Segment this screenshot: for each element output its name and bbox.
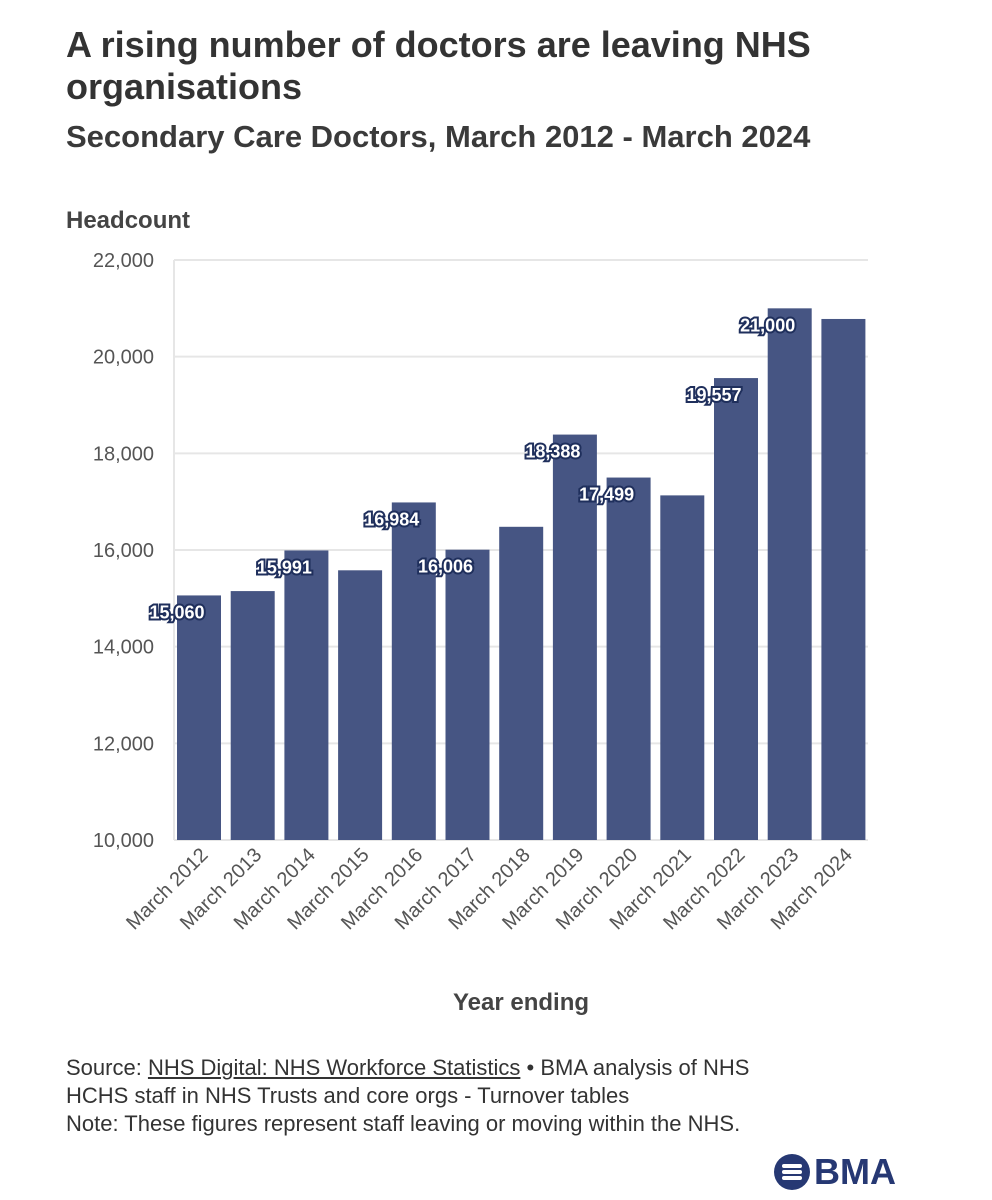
- bar: [391, 502, 436, 840]
- chart-subtitle: Secondary Care Doctors, March 2012 - Mar…: [66, 119, 811, 154]
- bar: [284, 550, 329, 840]
- data-label: 16,984: [364, 509, 419, 529]
- bar-chart: Headcount 10,000 12,000 14,000 16,000 18,000 2…: [66, 207, 868, 1016]
- data-label: 16,006: [418, 557, 473, 577]
- data-label: 17,499: [579, 485, 634, 505]
- data-label: 18,388: [525, 442, 580, 462]
- y-tick-label: 10,000: [93, 830, 154, 852]
- source-text: Source: NHS Digital: NHS Workforce Stati…: [66, 1054, 776, 1110]
- bar: [552, 434, 597, 840]
- chart-footer: Source: NHS Digital: NHS Workforce Stati…: [66, 1054, 776, 1138]
- y-tick-label: 16,000: [93, 540, 154, 562]
- bar: [177, 595, 221, 840]
- source-description: • BMA analysis of NHS HCHS staff in NHS …: [66, 1055, 750, 1108]
- data-label: 19,557: [686, 385, 741, 405]
- bar: [821, 318, 866, 840]
- bar: [660, 495, 705, 840]
- bar: [606, 477, 651, 840]
- bma-logo-text: BMA: [814, 1151, 896, 1192]
- chart-title: A rising number of doctors are leaving N…: [66, 24, 811, 107]
- bar: [338, 570, 383, 840]
- note-text: Note: These figures represent staff leav…: [66, 1111, 741, 1136]
- y-tick-label: 20,000: [93, 347, 154, 369]
- y-tick-label: 14,000: [93, 637, 154, 659]
- y-tick-label: 18,000: [93, 443, 154, 465]
- x-axis-title: Year ending: [453, 989, 589, 1016]
- y-axis-title: Headcount: [66, 207, 190, 234]
- bar: [499, 526, 544, 840]
- source-link[interactable]: NHS Digital: NHS Workforce Statistics: [147, 1055, 521, 1080]
- bar: [714, 378, 758, 840]
- y-tick-label: 12,000: [93, 733, 154, 755]
- bar: [767, 308, 812, 840]
- data-label: 15,991: [257, 557, 312, 577]
- data-label: 21,000: [740, 315, 795, 335]
- bma-logo: BMA: [774, 1150, 896, 1194]
- bar: [445, 549, 490, 840]
- bar: [230, 591, 275, 840]
- source-prefix: Source:: [66, 1055, 148, 1080]
- y-tick-label: 22,000: [93, 250, 154, 272]
- bma-logo-icon: [774, 1154, 810, 1190]
- data-label: 15,060: [149, 602, 204, 622]
